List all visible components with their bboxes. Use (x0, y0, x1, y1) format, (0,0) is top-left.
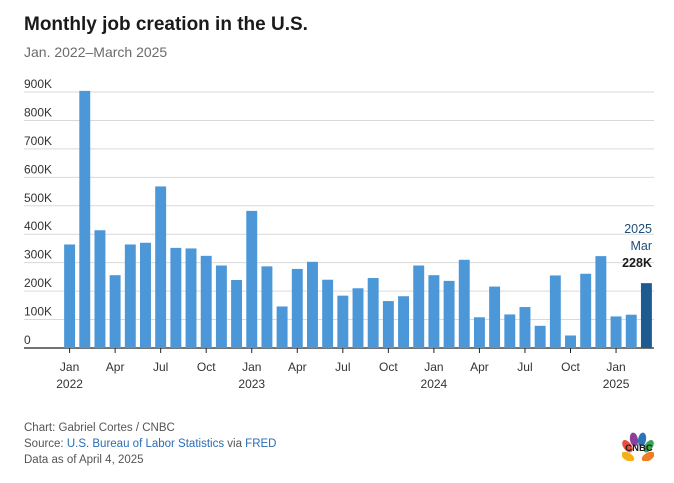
source-via: via (224, 438, 246, 450)
bar (352, 288, 364, 348)
bar (534, 325, 546, 348)
bar (140, 242, 151, 348)
bar (155, 186, 167, 348)
bar (276, 306, 288, 348)
bar (519, 307, 531, 348)
y-tick-label: 400K (24, 219, 52, 233)
bar (94, 230, 106, 348)
bar (337, 295, 349, 348)
bar (625, 314, 637, 348)
y-tick-label: 500K (24, 191, 52, 205)
x-tick-month: Jul (517, 360, 532, 374)
bar (367, 278, 379, 348)
annotation-year: 2025 (624, 222, 652, 236)
bar (322, 279, 334, 348)
bar (307, 261, 318, 348)
x-tick-month: Jan (606, 360, 625, 374)
y-axis-ticks: 0 100K 200K 300K 400K 500K 600K 700K 800K 900K (24, 77, 52, 347)
data-as-of: Data as of April 4, 2025 (24, 454, 144, 466)
x-tick-month: Jan (424, 360, 443, 374)
bar (504, 314, 516, 348)
x-axis-ticks: Jan 2022 Apr Jul Oct Jan 2023 Apr Jul Oct Jan 2024 A… (56, 348, 630, 391)
x-tick-month: Oct (379, 360, 398, 374)
bar (565, 335, 576, 348)
bar (413, 265, 425, 348)
x-tick-month: Apr (106, 360, 125, 374)
bar (549, 275, 561, 348)
y-tick-label: 0 (24, 333, 31, 347)
cnbc-logo-text: CNBC (625, 443, 653, 454)
bar (382, 301, 394, 348)
y-tick-label: 900K (24, 77, 52, 91)
bar (231, 280, 243, 348)
bar (109, 275, 121, 348)
source-line: Source: U.S. Bureau of Labor Statistics … (24, 436, 276, 452)
y-tick-label: 800K (24, 105, 52, 119)
x-tick-month: Jan (60, 360, 79, 374)
cnbc-peacock-icon (622, 432, 654, 461)
bar (246, 210, 258, 348)
bar (640, 283, 652, 348)
y-tick-label: 100K (24, 305, 52, 319)
bar (215, 265, 227, 348)
chart-title: Monthly job creation in the U.S. (24, 14, 308, 35)
annotation-value: 228K (622, 256, 652, 270)
bar (185, 248, 197, 348)
bar (443, 280, 455, 348)
x-tick-month: Oct (197, 360, 216, 374)
bar (261, 266, 273, 348)
bar (170, 247, 182, 348)
x-tick-month: Apr (470, 360, 489, 374)
x-tick-month: Apr (288, 360, 307, 374)
bar-chart: 0 100K 200K 300K 400K 500K 600K 700K 800K 900K Ja… (24, 77, 654, 391)
bar (200, 255, 212, 348)
bar (489, 286, 501, 348)
y-tick-label: 700K (24, 134, 52, 148)
latest-annotation: 2025 Mar 228K (622, 222, 652, 270)
source-link-bls[interactable]: U.S. Bureau of Labor Statistics (66, 438, 225, 450)
bar (79, 90, 91, 349)
y-tick-label: 600K (24, 162, 52, 176)
bar (428, 275, 440, 348)
bar (595, 256, 607, 348)
bar (64, 244, 76, 348)
x-tick-year: 2024 (421, 377, 448, 391)
bar (473, 317, 485, 348)
x-tick-year: 2022 (56, 377, 83, 391)
x-tick-month: Jul (153, 360, 168, 374)
y-tick-label: 300K (24, 248, 52, 262)
bar (398, 296, 409, 348)
bar (610, 316, 622, 348)
x-tick-month: Jul (335, 360, 350, 374)
annotation-month: Mar (630, 239, 652, 253)
chart-footer: Chart: Gabriel Cortes / CNBC Source: U.S… (24, 420, 276, 468)
bars (64, 90, 652, 349)
y-tick-label: 200K (24, 276, 52, 290)
chart-subtitle: Jan. 2022–March 2025 (24, 44, 168, 60)
source-link-fred[interactable]: FRED (245, 438, 277, 450)
bar (458, 259, 470, 348)
bar (580, 273, 592, 348)
x-tick-month: Jan (242, 360, 261, 374)
chart-credit: Chart: Gabriel Cortes / CNBC (24, 422, 175, 434)
source-prefix: Source: (24, 438, 67, 450)
bar (291, 268, 303, 348)
x-tick-year: 2025 (603, 377, 630, 391)
x-tick-year: 2023 (238, 377, 265, 391)
bar (124, 244, 136, 348)
x-tick-month: Oct (561, 360, 580, 374)
